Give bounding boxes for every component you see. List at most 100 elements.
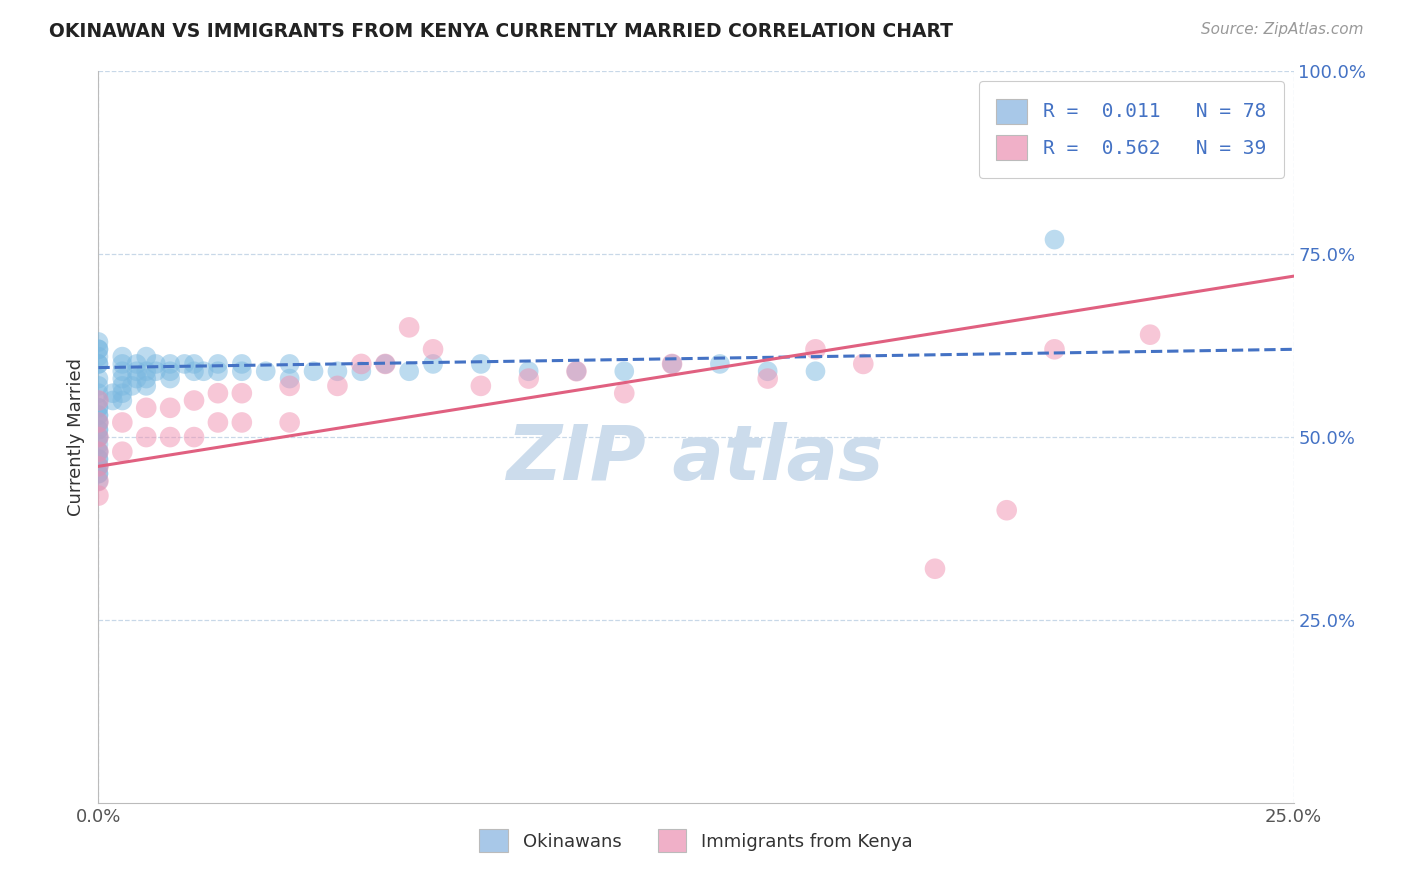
Point — [207, 357, 229, 371]
Point — [87, 474, 110, 488]
Point — [756, 371, 779, 385]
Point — [111, 350, 134, 364]
Point — [995, 503, 1018, 517]
Point — [87, 459, 110, 474]
Point — [87, 474, 110, 488]
Point — [517, 364, 540, 378]
Point — [111, 416, 134, 430]
Point — [87, 343, 110, 357]
Point — [135, 371, 157, 385]
Point — [470, 357, 492, 371]
Point — [87, 343, 110, 357]
Point — [121, 379, 143, 393]
Point — [159, 364, 181, 378]
Point — [87, 444, 110, 458]
Point — [565, 364, 588, 378]
Point — [278, 379, 301, 393]
Point — [804, 343, 827, 357]
Point — [87, 416, 110, 430]
Point — [852, 357, 875, 371]
Point — [87, 401, 110, 415]
Point — [159, 401, 181, 415]
Point — [183, 364, 205, 378]
Point — [470, 379, 492, 393]
Point — [1187, 152, 1209, 166]
Point — [87, 357, 110, 371]
Point — [183, 357, 205, 371]
Point — [145, 357, 167, 371]
Point — [924, 562, 946, 576]
Point — [87, 401, 110, 415]
Point — [326, 379, 349, 393]
Text: Source: ZipAtlas.com: Source: ZipAtlas.com — [1201, 22, 1364, 37]
Point — [231, 386, 253, 401]
Point — [87, 423, 110, 437]
Point — [87, 379, 110, 393]
Point — [565, 364, 588, 378]
Point — [422, 357, 444, 371]
Legend: Okinawans, Immigrants from Kenya: Okinawans, Immigrants from Kenya — [472, 822, 920, 860]
Point — [517, 371, 540, 385]
Point — [207, 386, 229, 401]
Point — [111, 444, 134, 458]
Point — [231, 416, 253, 430]
Point — [145, 364, 167, 378]
Point — [661, 357, 683, 371]
Point — [125, 364, 148, 378]
Point — [87, 334, 110, 349]
Point — [111, 393, 134, 408]
Point — [87, 444, 110, 458]
Point — [87, 350, 110, 364]
Point — [350, 364, 373, 378]
Point — [125, 357, 148, 371]
Point — [374, 357, 396, 371]
Point — [87, 452, 110, 467]
Point — [135, 430, 157, 444]
Point — [613, 364, 636, 378]
Point — [135, 364, 157, 378]
Point — [709, 357, 731, 371]
Point — [87, 408, 110, 422]
Point — [101, 386, 124, 401]
Point — [756, 364, 779, 378]
Point — [207, 364, 229, 378]
Point — [87, 430, 110, 444]
Point — [350, 357, 373, 371]
Point — [111, 357, 134, 371]
Point — [87, 459, 110, 474]
Point — [159, 357, 181, 371]
Point — [278, 357, 301, 371]
Point — [254, 364, 277, 378]
Point — [111, 386, 134, 401]
Text: OKINAWAN VS IMMIGRANTS FROM KENYA CURRENTLY MARRIED CORRELATION CHART: OKINAWAN VS IMMIGRANTS FROM KENYA CURREN… — [49, 22, 953, 41]
Point — [87, 430, 110, 444]
Point — [159, 430, 181, 444]
Point — [101, 393, 124, 408]
Point — [111, 364, 134, 378]
Point — [173, 357, 195, 371]
Point — [135, 379, 157, 393]
Y-axis label: Currently Married: Currently Married — [66, 358, 84, 516]
Point — [87, 416, 110, 430]
Point — [422, 343, 444, 357]
Point — [1043, 343, 1066, 357]
Point — [1043, 233, 1066, 247]
Point — [135, 350, 157, 364]
Point — [183, 430, 205, 444]
Point — [231, 364, 253, 378]
Point — [111, 371, 134, 385]
Point — [87, 430, 110, 444]
Point — [111, 379, 134, 393]
Point — [87, 444, 110, 458]
Point — [183, 393, 205, 408]
Point — [278, 416, 301, 430]
Point — [804, 364, 827, 378]
Point — [87, 393, 110, 408]
Point — [87, 489, 110, 503]
Point — [87, 459, 110, 474]
Point — [374, 357, 396, 371]
Point — [1139, 327, 1161, 342]
Point — [278, 371, 301, 385]
Point — [87, 467, 110, 481]
Point — [87, 408, 110, 422]
